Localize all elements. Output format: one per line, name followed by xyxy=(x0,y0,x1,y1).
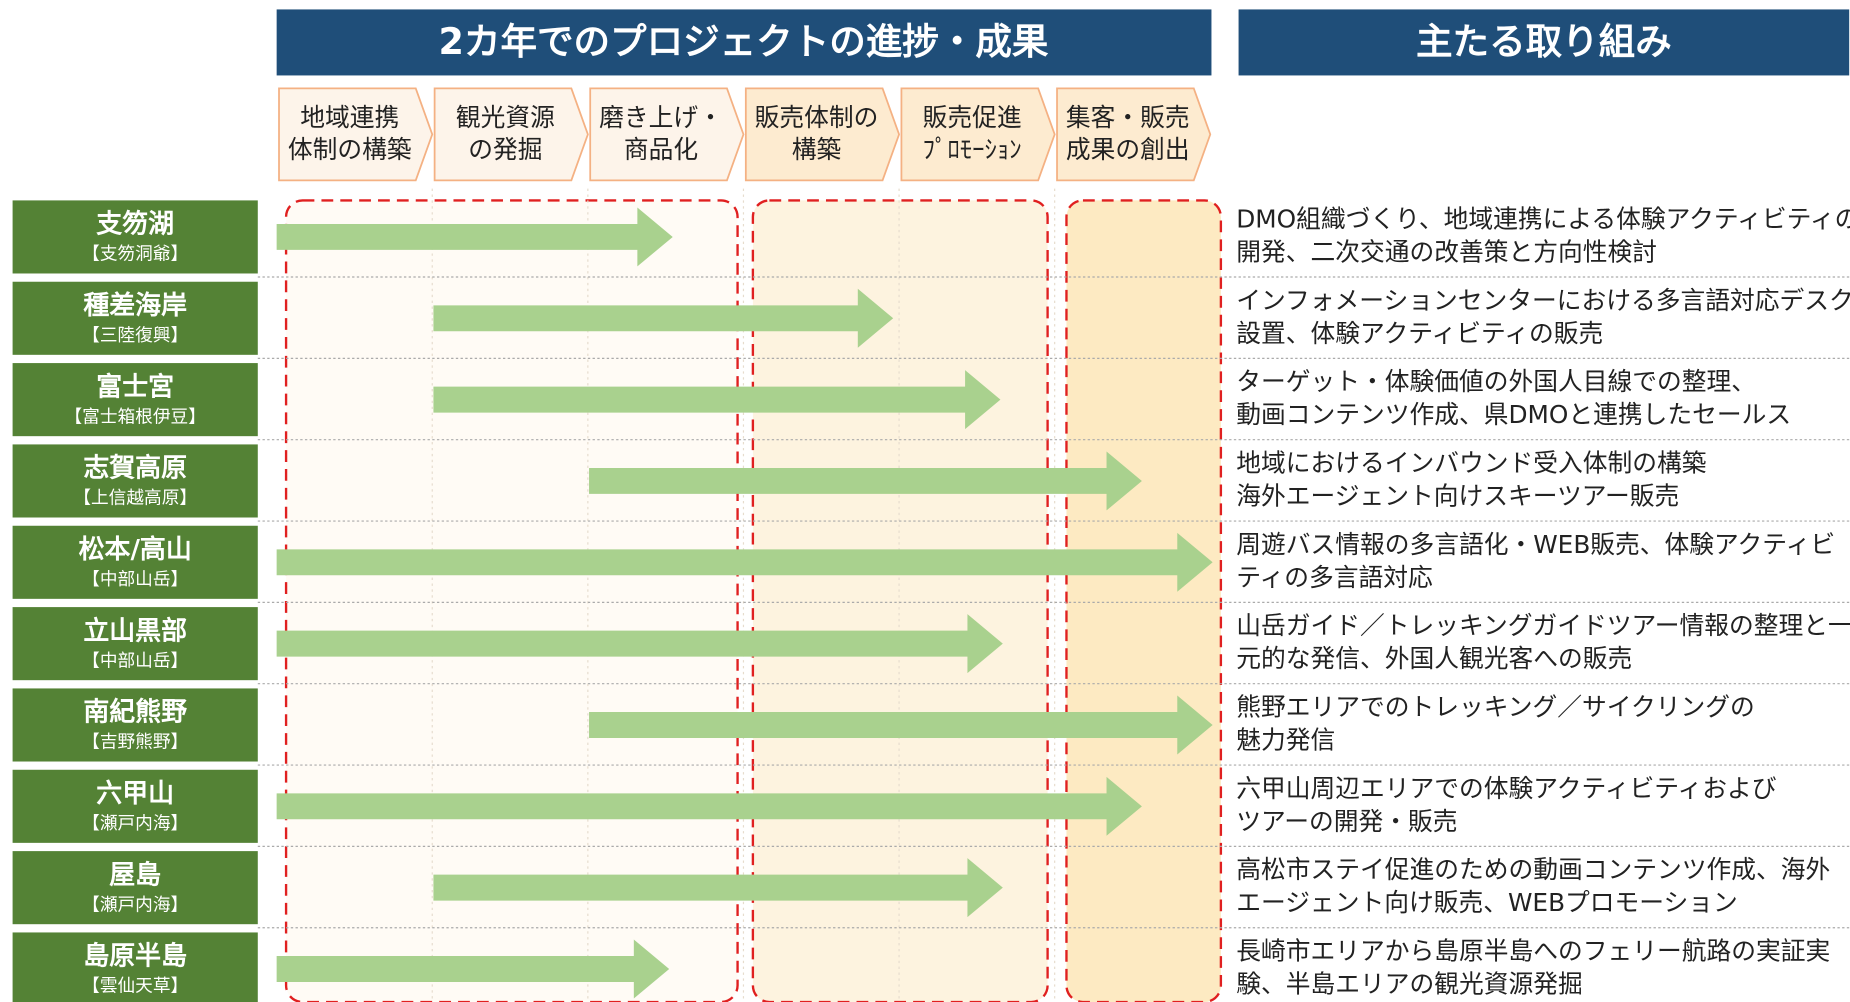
row-region: 【雲仙天草】 xyxy=(82,976,188,997)
stage-chevron xyxy=(1056,87,1212,182)
row-description: 験、半島エリアの観光資源発掘 xyxy=(1236,969,1583,998)
row-label-box xyxy=(12,851,258,925)
row-name: 島原半島 xyxy=(83,942,187,972)
row-description: ツアーの開発・販売 xyxy=(1236,807,1457,836)
row-description: 長崎市エリアから島原半島へのフェリー航路の実証実 xyxy=(1236,936,1830,965)
row-description: DMO組織づくり、地域連携による体験アクティビティの xyxy=(1236,204,1850,233)
row-description: 開発、二次交通の改善策と方向性検討 xyxy=(1236,237,1657,266)
row-description: 元的な発信、外国人観光客への販売 xyxy=(1236,644,1632,673)
row-description: ティの多言語対応 xyxy=(1236,563,1433,592)
row-region: 【瀬戸内海】 xyxy=(82,813,188,834)
stage-chevron xyxy=(744,87,901,182)
row-description: インフォメーションセンターにおける多言語対応デスクの xyxy=(1236,286,1850,315)
row-name: 南紀熊野 xyxy=(83,697,187,728)
progress-arrow xyxy=(276,532,1213,592)
row-name: 松本/高山 xyxy=(79,534,192,565)
row-label-box xyxy=(12,688,258,762)
progress-arrow xyxy=(276,776,1142,836)
stage-label: の発掘 xyxy=(468,135,542,164)
row-region: 【三陸復興】 xyxy=(82,325,188,346)
header-bar xyxy=(1238,9,1850,76)
progress-arrow xyxy=(589,695,1213,755)
header-title: 2カ年でのプロジェクトの進捗・成果 xyxy=(439,20,1049,63)
row-label-box xyxy=(12,200,258,274)
row-region: 【支笏洞爺】 xyxy=(82,244,188,265)
row-description: 六甲山周辺エリアでの体験アクティビティおよび xyxy=(1236,774,1777,803)
row-region: 【中部山岳】 xyxy=(82,569,188,590)
row-name: 屋島 xyxy=(109,860,161,890)
stage-label: 観光資源 xyxy=(456,103,555,132)
progress-arrow xyxy=(276,939,670,999)
row-description: 周遊バス情報の多言語化・WEB販売、体験アクティビ xyxy=(1236,530,1835,559)
row-label-box xyxy=(12,281,258,355)
row-description: ターゲット・体験価値の外国人目線での整理、 xyxy=(1236,367,1756,396)
row-region: 【中部山岳】 xyxy=(82,650,188,671)
row-region: 【上信越高原】 xyxy=(73,488,197,509)
progress-arrow xyxy=(276,207,673,267)
row-description: 海外エージェント向けスキーツアー販売 xyxy=(1236,481,1679,510)
stage-chevron xyxy=(278,87,434,182)
row-description: 魅力発信 xyxy=(1236,725,1335,754)
stage-label: 集客・販売 xyxy=(1066,103,1190,132)
stage-chevron xyxy=(589,87,745,182)
stage-label: 磨き上げ・ xyxy=(599,103,723,132)
progress-arrow xyxy=(433,288,894,348)
row-name: 支笏湖 xyxy=(96,209,174,240)
row-region: 【瀬戸内海】 xyxy=(82,894,188,915)
row-label-box xyxy=(12,932,258,1002)
row-label-box xyxy=(12,607,258,681)
stage-label: 販売体制の xyxy=(755,103,879,132)
row-label-box xyxy=(12,363,258,437)
row-description: 地域におけるインバウンド受入体制の構築 xyxy=(1236,448,1706,477)
progress-arrow xyxy=(433,370,1001,430)
stage-label: 商品化 xyxy=(624,135,698,164)
row-description: 熊野エリアでのトレッキング／サイクリングの xyxy=(1236,692,1755,721)
progress-arrow xyxy=(589,451,1142,511)
row-description: 動画コンテンツ作成、県DMOと連携したセールス xyxy=(1236,400,1791,429)
row-description: 高松市ステイ促進のための動画コンテンツ作成、海外 xyxy=(1236,855,1830,884)
stage-label: 体制の構築 xyxy=(288,135,412,164)
row-description: エージェント向け販売、WEBプロモーション xyxy=(1236,888,1738,917)
row-name: 富士宮 xyxy=(96,371,174,402)
stage-label: 成果の創出 xyxy=(1066,135,1190,164)
stage-chevron xyxy=(433,87,589,182)
progress-arrow xyxy=(276,614,1003,674)
row-name: 志賀高原 xyxy=(83,453,187,484)
phase-box xyxy=(1065,199,1223,1002)
header-title: 主たる取り組み xyxy=(1416,20,1672,63)
progress-arrow xyxy=(433,858,1003,918)
stage-label: 構築 xyxy=(792,135,842,164)
row-label-box xyxy=(12,444,258,518)
row-label-box xyxy=(12,769,258,843)
row-description: 設置、体験アクティビティの販売 xyxy=(1236,319,1603,348)
stage-label: 販売促進 xyxy=(923,103,1022,132)
stage-label: ﾌﾟﾛﾓｰｼｮﾝ xyxy=(923,135,1022,164)
row-name: 種差海岸 xyxy=(83,290,187,321)
row-description: 山岳ガイド／トレッキングガイドツアー情報の整理と一 xyxy=(1236,611,1850,640)
row-label-box xyxy=(12,525,258,599)
row-region: 【吉野熊野】 xyxy=(82,732,188,753)
row-region: 【富士箱根伊豆】 xyxy=(65,406,206,427)
header-bar xyxy=(276,9,1212,76)
row-name: 立山黒部 xyxy=(83,615,187,646)
row-name: 六甲山 xyxy=(96,779,174,809)
stage-label: 地域連携 xyxy=(300,103,399,132)
stage-chevron xyxy=(900,87,1056,182)
